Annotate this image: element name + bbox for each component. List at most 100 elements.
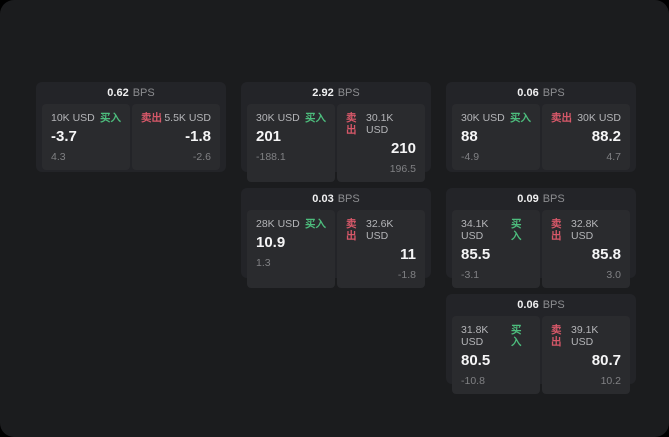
- buy-tile-header: 10K USD 买入: [51, 112, 121, 124]
- buy-side-badge: 买入: [510, 112, 531, 124]
- buy-size-label: 31.8K USD: [461, 324, 489, 348]
- sell-quote-tile[interactable]: 卖出 5.5K USD -1.8 -2.6: [132, 104, 220, 170]
- bps-unit-label: BPS: [542, 193, 565, 205]
- quote-tiles: 28K USD 买入 10.9 1.3 卖出 32.6K USD 11 -1.8: [241, 210, 431, 294]
- sell-price: 80.7: [591, 352, 621, 369]
- sell-quote-tile[interactable]: 卖出 39.1K USD 80.7 10.2: [542, 316, 630, 394]
- sell-price: 11: [400, 246, 416, 263]
- bps-unit-label: BPS: [337, 87, 360, 99]
- quote-card: 2.92 BPS 30K USD 买入 201 -188.1 卖出 30.1K …: [241, 82, 431, 182]
- buy-delta: -3.1: [461, 269, 480, 281]
- sell-tile-header: 卖出 32.8K USD: [551, 218, 621, 242]
- buy-quote-tile[interactable]: 30K USD 买入 88 -4.9: [452, 104, 540, 170]
- quote-card: 0.06 BPS 30K USD 买入 88 -4.9 卖出 30K USD 8…: [446, 82, 636, 172]
- buy-delta: 4.3: [51, 151, 66, 163]
- sell-delta: -1.8: [397, 269, 416, 281]
- buy-side-badge: 买入: [511, 324, 522, 348]
- buy-tile-header: 30K USD 买入: [461, 112, 531, 124]
- sell-quote-tile[interactable]: 卖出 32.6K USD 11 -1.8: [337, 210, 425, 288]
- buy-tile-header: 34.1K USD 买入: [461, 218, 531, 242]
- quote-tiles: 30K USD 买入 88 -4.9 卖出 30K USD 88.2 4.7: [446, 104, 636, 176]
- sell-delta: -2.6: [192, 151, 211, 163]
- spread-header: 2.92 BPS: [241, 82, 431, 104]
- buy-price: 80.5: [461, 352, 491, 369]
- quote-card: 0.09 BPS 34.1K USD 买入 85.5 -3.1 卖出 32.8K…: [446, 188, 636, 288]
- buy-side-badge: 买入: [100, 112, 121, 124]
- buy-delta: -10.8: [461, 375, 485, 387]
- buy-side-badge: 买入: [305, 218, 326, 230]
- buy-quote-tile[interactable]: 28K USD 买入 10.9 1.3: [247, 210, 335, 288]
- buy-delta: -188.1: [256, 151, 286, 163]
- buy-tile-header: 31.8K USD 买入: [461, 324, 531, 348]
- sell-price: 85.8: [591, 246, 621, 263]
- bps-unit-label: BPS: [542, 299, 565, 311]
- sell-quote-tile[interactable]: 卖出 32.8K USD 85.8 3.0: [542, 210, 630, 288]
- spread-header: 0.03 BPS: [241, 188, 431, 210]
- buy-price: 88: [461, 128, 478, 145]
- quote-tiles: 10K USD 买入 -3.7 4.3 卖出 5.5K USD -1.8 -2.…: [36, 104, 226, 176]
- spread-header: 0.09 BPS: [446, 188, 636, 210]
- sell-size-label: 32.6K USD: [365, 218, 394, 242]
- spread-header: 0.06 BPS: [446, 294, 636, 316]
- quote-tiles: 31.8K USD 买入 80.5 -10.8 卖出 39.1K USD 80.…: [446, 316, 636, 400]
- sell-size-label: 30K USD: [577, 112, 621, 124]
- buy-quote-tile[interactable]: 30K USD 买入 201 -188.1: [247, 104, 335, 182]
- sell-price: -1.8: [185, 128, 211, 145]
- sell-delta: 10.2: [600, 375, 621, 387]
- sell-side-badge: 卖出: [346, 218, 357, 242]
- buy-quote-tile[interactable]: 31.8K USD 买入 80.5 -10.8: [452, 316, 540, 394]
- quote-tiles: 34.1K USD 买入 85.5 -3.1 卖出 32.8K USD 85.8…: [446, 210, 636, 294]
- buy-side-badge: 买入: [305, 112, 326, 124]
- sell-tile-header: 卖出 39.1K USD: [551, 324, 621, 348]
- spread-header: 0.06 BPS: [446, 82, 636, 104]
- sell-delta: 196.5: [389, 163, 416, 175]
- spread-value: 0.03: [312, 193, 334, 205]
- bps-unit-label: BPS: [542, 87, 565, 99]
- bps-unit-label: BPS: [132, 87, 155, 99]
- buy-tile-header: 30K USD 买入: [256, 112, 326, 124]
- sell-size-label: 30.1K USD: [365, 112, 394, 136]
- buy-price: -3.7: [51, 128, 77, 145]
- sell-tile-header: 卖出 30K USD: [551, 112, 621, 124]
- buy-size-label: 30K USD: [256, 112, 300, 124]
- sell-size-label: 5.5K USD: [164, 112, 211, 124]
- spread-value: 0.09: [517, 193, 539, 205]
- spread-value: 0.06: [517, 299, 539, 311]
- buy-size-label: 30K USD: [461, 112, 505, 124]
- sell-tile-header: 卖出 32.6K USD: [346, 218, 416, 242]
- quote-card: 0.06 BPS 31.8K USD 买入 80.5 -10.8 卖出 39.1…: [446, 294, 636, 394]
- sell-size-label: 39.1K USD: [570, 324, 599, 348]
- bps-unit-label: BPS: [337, 193, 360, 205]
- sell-side-badge: 卖出: [346, 112, 357, 136]
- sell-side-badge: 卖出: [551, 112, 572, 124]
- sell-delta: 3.0: [606, 269, 621, 281]
- sell-side-badge: 卖出: [551, 218, 562, 242]
- sell-size-label: 32.8K USD: [570, 218, 599, 242]
- spread-value: 0.62: [107, 87, 129, 99]
- buy-delta: -4.9: [461, 151, 480, 163]
- buy-tile-header: 28K USD 买入: [256, 218, 326, 230]
- sell-side-badge: 卖出: [551, 324, 562, 348]
- quote-card: 0.03 BPS 28K USD 买入 10.9 1.3 卖出 32.6K US…: [241, 188, 431, 288]
- buy-price: 85.5: [461, 246, 491, 263]
- spread-header: 0.62 BPS: [36, 82, 226, 104]
- sell-price: 88.2: [591, 128, 621, 145]
- quote-tiles: 30K USD 买入 201 -188.1 卖出 30.1K USD 210 1…: [241, 104, 431, 188]
- quote-card: 0.62 BPS 10K USD 买入 -3.7 4.3 卖出 5.5K USD…: [36, 82, 226, 172]
- buy-size-label: 34.1K USD: [461, 218, 489, 242]
- sell-quote-tile[interactable]: 卖出 30K USD 88.2 4.7: [542, 104, 630, 170]
- buy-side-badge: 买入: [511, 218, 522, 242]
- quote-cards-grid: 0.62 BPS 10K USD 买入 -3.7 4.3 卖出 5.5K USD…: [36, 82, 636, 394]
- spread-value: 2.92: [312, 87, 334, 99]
- buy-quote-tile[interactable]: 10K USD 买入 -3.7 4.3: [42, 104, 130, 170]
- sell-delta: 4.7: [606, 151, 621, 163]
- buy-delta: 1.3: [256, 257, 271, 269]
- buy-quote-tile[interactable]: 34.1K USD 买入 85.5 -3.1: [452, 210, 540, 288]
- sell-quote-tile[interactable]: 卖出 30.1K USD 210 196.5: [337, 104, 425, 182]
- sell-price: 210: [390, 140, 416, 157]
- buy-size-label: 28K USD: [256, 218, 300, 230]
- sell-side-badge: 卖出: [141, 112, 162, 124]
- buy-price: 10.9: [256, 234, 286, 251]
